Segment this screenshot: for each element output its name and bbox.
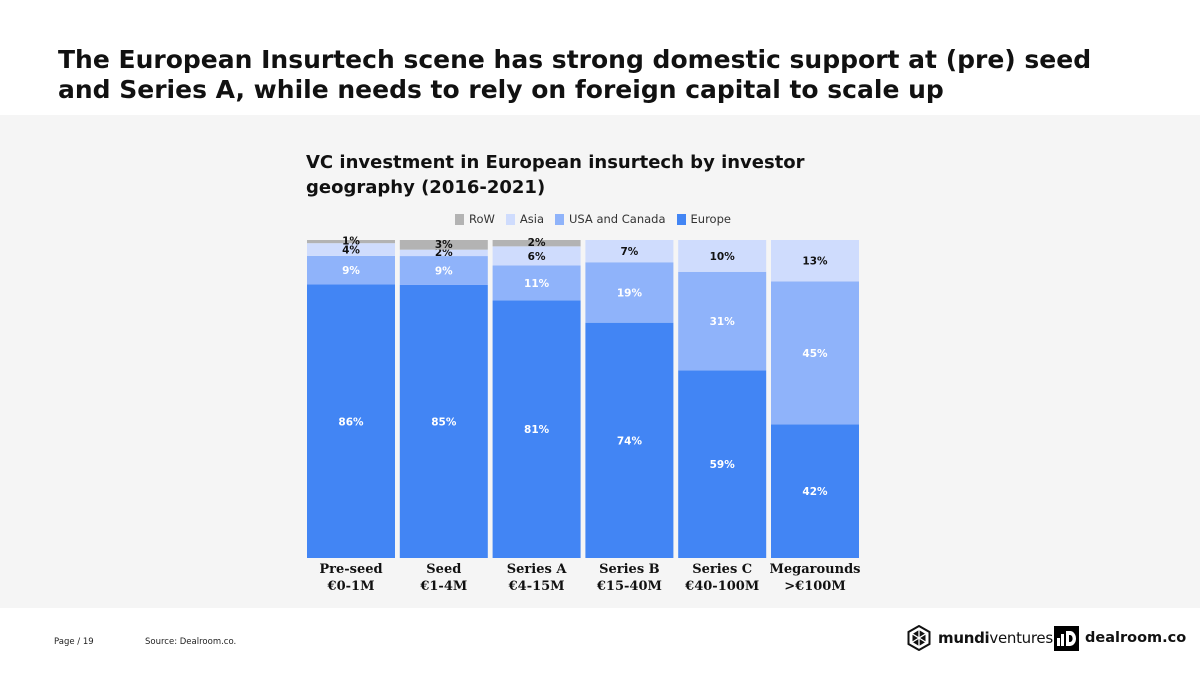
data-label: 2% <box>435 247 453 259</box>
legend-swatch <box>555 213 564 225</box>
bar-segment-asia <box>585 240 674 263</box>
data-label: 3% <box>435 239 453 251</box>
bar-segment-usa-and-canada <box>585 262 674 323</box>
bar-segment-usa-and-canada <box>307 255 395 285</box>
bar-segment-usa-and-canada <box>492 265 581 301</box>
data-label: 13% <box>802 256 828 268</box>
dealroom-wordmark: dealroom.co <box>1085 630 1187 646</box>
chart-title: VC investment in European insurtech by i… <box>306 152 805 198</box>
data-label: 85% <box>431 416 457 428</box>
legend-item-usa-and-canada: USA and Canada <box>555 212 666 226</box>
legend-swatch <box>676 213 686 225</box>
data-label: 31% <box>710 316 736 328</box>
data-label: 10% <box>710 251 736 263</box>
data-label: 2% <box>528 237 546 249</box>
mundi-wordmark: mundiventures <box>938 629 1053 647</box>
x-tick-label: €0-1M <box>327 579 375 594</box>
bar-segment-europe <box>307 284 395 558</box>
x-tick-label: Series C <box>692 562 752 577</box>
x-tick-label: >€100M <box>784 579 845 594</box>
bar-segment-asia <box>678 240 767 272</box>
bar-segment-europe <box>771 424 859 558</box>
x-tick-label: Seed <box>426 562 461 577</box>
dealroom-mark-icon <box>1054 625 1079 651</box>
bar-segment-europe <box>585 322 674 558</box>
bar-segment-asia <box>771 240 859 282</box>
x-tick-label: €40-100M <box>684 579 759 594</box>
data-label: 42% <box>802 486 828 498</box>
x-tick-label: €15-40M <box>596 579 662 594</box>
legend-item-europe: Europe <box>676 212 731 226</box>
data-label: 9% <box>435 266 453 278</box>
x-tick-label: €4-15M <box>508 579 565 594</box>
data-label: 45% <box>802 348 828 360</box>
page-number: Page / 19 <box>54 637 94 647</box>
bar-segment-usa-and-canada <box>678 271 767 371</box>
legend-item-asia: Asia <box>505 212 544 226</box>
legend-label: Asia <box>519 212 544 226</box>
dealroom-logo: dealroom.co <box>1054 625 1186 651</box>
data-label: 6% <box>528 251 546 263</box>
x-tick-label: Series A <box>507 562 568 577</box>
chart-legend: RoW Asia USA and Canada Europe <box>455 211 731 227</box>
data-label: 19% <box>617 287 643 299</box>
bar-segment-row <box>307 240 395 244</box>
bar-segment-asia <box>399 249 488 257</box>
bar-segment-row <box>492 240 581 247</box>
x-tick-label: €1-4M <box>419 579 467 594</box>
x-tick-label: Series B <box>599 562 660 577</box>
bar-segment-europe <box>492 300 581 558</box>
x-tick-label: Pre-seed <box>319 562 382 577</box>
bar-segment-usa-and-canada <box>771 281 859 425</box>
bar-segment-europe <box>678 370 767 558</box>
slide-title: The European Insurtech scene has strong … <box>58 45 1092 104</box>
x-tick-label: Megarounds <box>769 562 860 577</box>
data-label: 81% <box>524 424 550 436</box>
data-label: 7% <box>620 246 638 258</box>
data-label: 9% <box>342 265 360 277</box>
legend-swatch <box>455 213 464 225</box>
legend-swatch <box>505 213 515 225</box>
bar-segment-row <box>399 240 488 250</box>
data-label: 11% <box>524 278 550 290</box>
bar-segment-europe <box>399 284 488 558</box>
mundi-ventures-logo: mundiventures <box>906 624 1053 652</box>
data-label: 74% <box>617 435 643 447</box>
legend-label: RoW <box>469 212 495 226</box>
bar-segment-usa-and-canada <box>399 256 488 285</box>
data-label: 86% <box>338 416 364 428</box>
mundi-globe-icon <box>907 625 931 651</box>
data-label: 1% <box>342 236 360 248</box>
bar-segment-asia <box>492 246 581 266</box>
data-label: 59% <box>710 459 736 471</box>
legend-label: USA and Canada <box>569 212 666 226</box>
bar-segment-asia <box>307 243 395 256</box>
data-label: 4% <box>342 245 360 257</box>
source-note: Source: Dealroom.co. <box>145 637 237 647</box>
legend-label: Europe <box>690 212 731 226</box>
legend-item-row: RoW <box>455 212 495 226</box>
